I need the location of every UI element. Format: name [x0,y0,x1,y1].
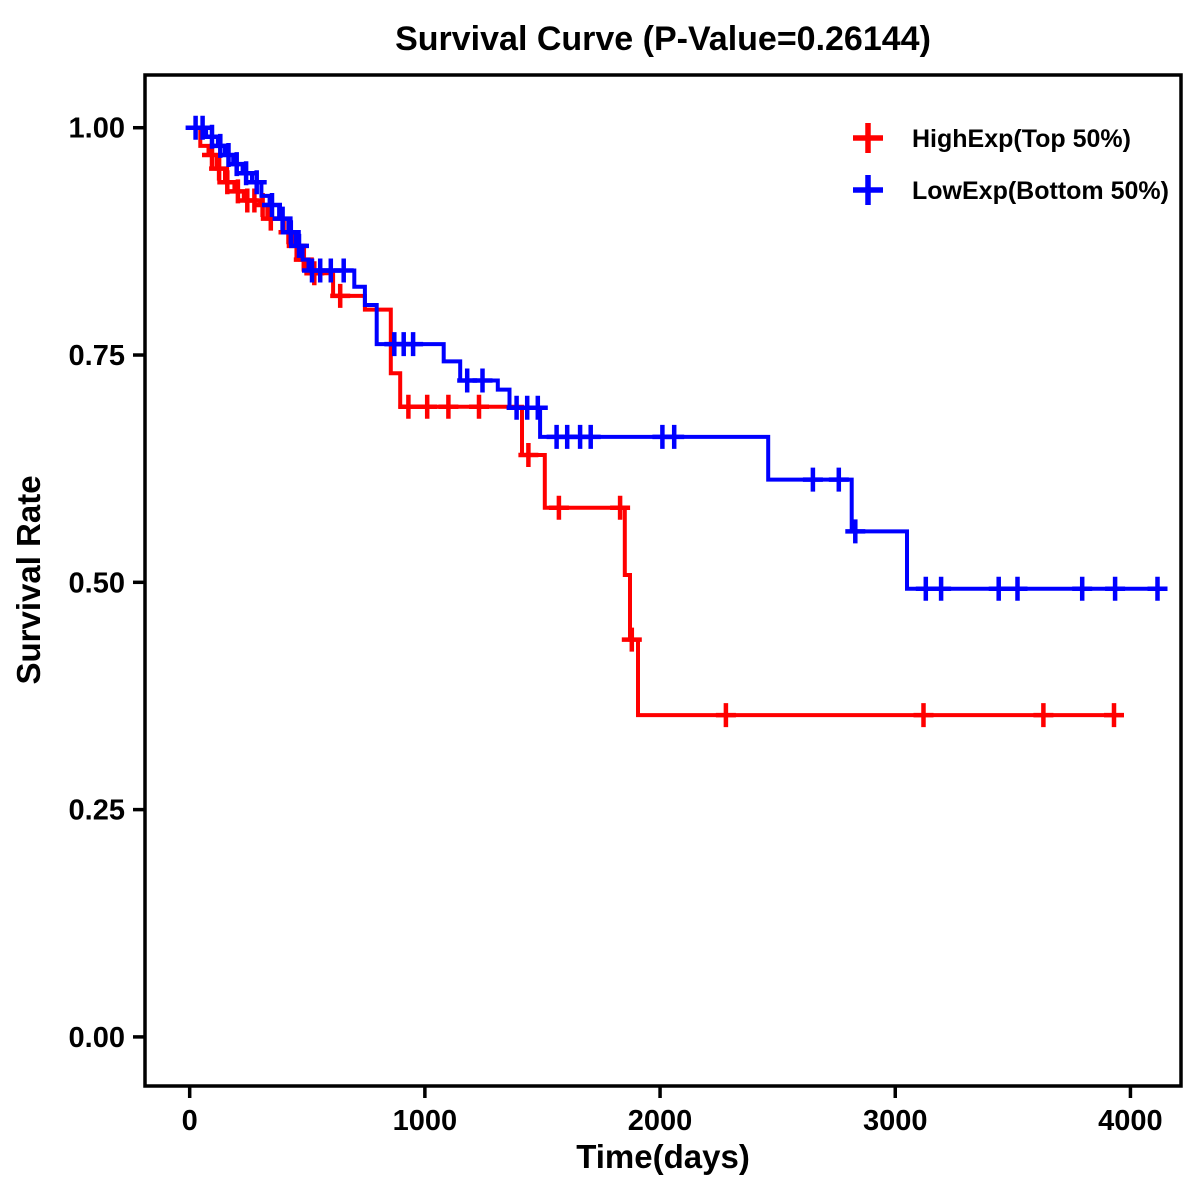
censor-mark-plus-icon [236,161,257,186]
censor-mark-plus-icon [988,576,1009,601]
censor-mark-plus-icon [209,156,230,181]
censor-mark-plus-icon [1007,576,1028,601]
censor-mark-plus-icon [621,627,642,652]
censor-mark-plus-icon [1072,576,1093,601]
censor-mark-plus-icon [518,443,539,467]
x-tick-label: 3000 [863,1105,928,1137]
censor-mark-plus-icon [330,283,351,308]
censor-mark-plus-icon [469,394,489,419]
censor-mark-plus-icon [580,424,601,449]
survival-curves [185,115,1168,728]
y-tick-label: 1.00 [69,113,125,145]
legend: HighExp(Top 50%) LowExp(Bottom 50%) [853,123,1169,205]
censor-mark-plus-icon [610,495,631,520]
censor-mark-plus-icon [802,467,823,492]
y-axis-label: Survival Rate [10,475,47,684]
x-tick-label: 4000 [1098,1105,1163,1137]
censor-mark-plus-icon [262,193,282,217]
survival-curve [189,125,1124,718]
censor-mark-plus-icon [246,170,267,195]
censor-mark-plus-icon [438,394,459,419]
censor-mark-plus-icon [931,576,952,601]
censor-mark-plus-icon [417,394,438,419]
legend-label-lowexp: LowExp(Bottom 50%) [912,177,1169,205]
x-tick-label: 0 [182,1105,198,1137]
censor-mark-plus-icon [280,220,301,245]
censor-mark-plus-icon [217,170,238,195]
x-tick-label: 1000 [393,1105,458,1137]
censor-mark-plus-icon [272,206,293,231]
censor-mark-plus-icon [548,495,569,520]
plot-axes: 0 1000 2000 3000 4000 0.00 0.25 0.50 0.75 1.00 [69,73,1183,1137]
censor-mark-plus-icon [527,395,548,420]
y-tick-label: 0.00 [69,1022,125,1054]
censor-mark-plus-icon [398,394,419,419]
censor-mark-plus-icon [472,368,493,393]
legend-marker-lowexp-plus-icon [853,175,883,205]
chart-title: Survival Curve (P-Value=0.26144) [395,20,931,58]
legend-label-highexp: HighExp(Top 50%) [912,125,1131,153]
censor-mark-plus-icon [333,258,354,283]
x-axis-label: Time(days) [576,1138,750,1175]
censor-mark-plus-icon [828,467,849,492]
censor-mark-plus-icon [845,519,866,544]
y-tick-label: 0.75 [69,340,125,372]
censor-mark-plus-icon [289,233,309,258]
censor-mark-plus-icon [715,703,736,728]
censor-mark-plus-icon [403,332,424,357]
censor-mark-plus-icon [664,424,685,449]
plot-border [143,73,1183,1088]
y-tick-label: 0.50 [69,567,125,599]
censor-mark-plus-icon [1033,703,1054,728]
legend-marker-highexp-plus-icon [853,123,883,153]
censor-mark-plus-icon [913,703,934,728]
censor-mark-plus-icon [1147,576,1168,601]
censor-mark-plus-icon [1105,576,1126,601]
x-tick-label: 2000 [628,1105,693,1137]
y-tick-label: 0.25 [69,795,125,827]
censor-mark-plus-icon [1104,703,1124,728]
